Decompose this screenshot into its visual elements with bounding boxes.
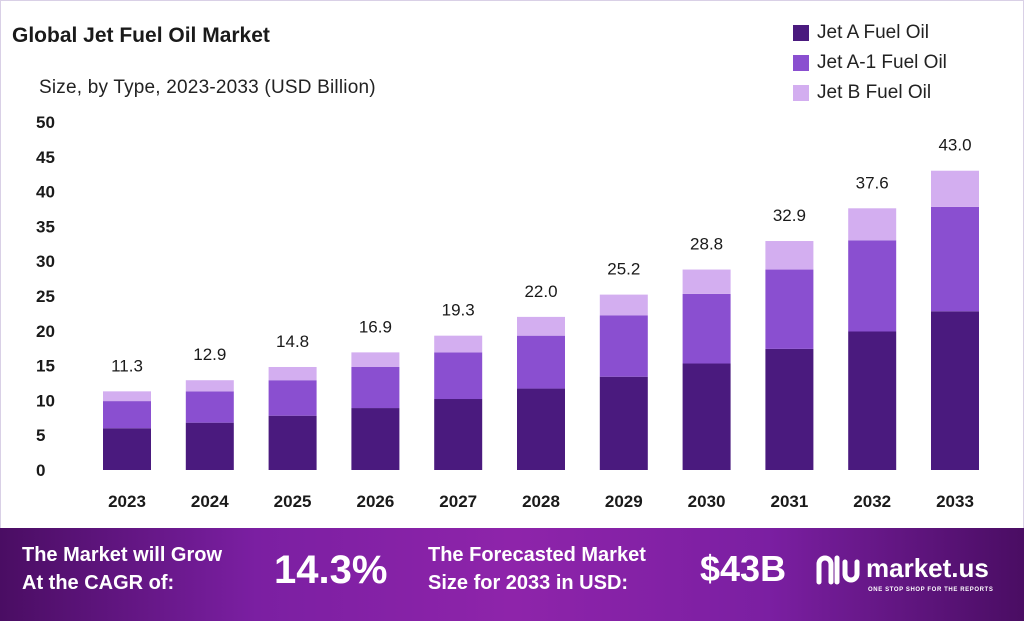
bar-segment xyxy=(103,428,151,470)
bar-segment xyxy=(682,293,731,364)
cagr-caption: The Market will Grow At the CAGR of: xyxy=(22,541,222,597)
y-tick-label: 5 xyxy=(36,426,45,445)
forecast-value: $43B xyxy=(700,548,787,589)
x-tick-label: 2028 xyxy=(522,492,560,511)
x-tick-label: 2030 xyxy=(688,492,726,511)
bar-segment xyxy=(268,380,317,416)
legend-swatch xyxy=(793,25,809,41)
bar-segment xyxy=(268,415,317,470)
bar-segment xyxy=(434,335,483,353)
bar-segment xyxy=(848,208,897,241)
x-tick-label: 2032 xyxy=(853,492,891,511)
bar-segment xyxy=(931,170,979,207)
y-tick-label: 15 xyxy=(36,357,55,376)
market-us-logo-icon xyxy=(816,555,860,585)
bar-segment xyxy=(351,408,400,470)
bar-total-label: 28.8 xyxy=(690,235,723,254)
chart-title: Global Jet Fuel Oil Market xyxy=(12,24,270,47)
x-tick-label: 2024 xyxy=(191,492,229,511)
cagr-value: 14.3% xyxy=(274,548,388,592)
legend-item-jet-a: Jet A Fuel Oil xyxy=(793,18,947,48)
y-tick-label: 30 xyxy=(36,252,55,271)
bar-segment xyxy=(599,376,648,470)
brand-tagline: ONE STOP SHOP FOR THE REPORTS xyxy=(868,587,994,593)
chart-subtitle: Size, by Type, 2023-2033 (USD Billion) xyxy=(39,77,376,98)
bar-segment xyxy=(517,388,565,470)
x-tick-label: 2023 xyxy=(108,492,146,511)
bar-total-label: 22.0 xyxy=(524,282,557,301)
bar-segment xyxy=(185,380,234,392)
legend-swatch xyxy=(793,85,809,101)
x-tick-label: 2026 xyxy=(356,492,394,511)
bar-segment xyxy=(185,422,234,470)
bar-segment xyxy=(434,352,483,400)
bar-total-label: 32.9 xyxy=(773,206,806,225)
bar-total-label: 12.9 xyxy=(193,345,226,364)
brand-name: market.us xyxy=(866,553,989,583)
x-tick-label: 2025 xyxy=(274,492,312,511)
x-tick-label: 2033 xyxy=(936,492,974,511)
forecast-caption-line1: The Forecasted Market xyxy=(428,544,646,566)
bar-segment xyxy=(517,316,565,336)
y-tick-label: 50 xyxy=(36,113,55,132)
y-tick-label: 0 xyxy=(36,461,45,480)
cagr-caption-line1: The Market will Grow xyxy=(22,544,223,566)
bar-segment xyxy=(765,269,814,349)
bar-segment xyxy=(848,240,897,332)
bar-segment xyxy=(599,315,648,377)
y-tick-label: 20 xyxy=(36,322,55,341)
bar-total-label: 14.8 xyxy=(276,332,309,351)
forecast-caption-line2: Size for 2033 in USD: xyxy=(428,572,629,594)
bar-total-label: 11.3 xyxy=(111,356,143,375)
x-tick-label: 2027 xyxy=(439,492,477,511)
x-tick-label: 2029 xyxy=(605,492,643,511)
bar-total-label: 19.3 xyxy=(442,301,475,320)
bar-segment xyxy=(351,366,400,409)
bar-segment xyxy=(931,311,979,470)
bar-segment xyxy=(848,331,897,470)
legend-label: Jet A-1 Fuel Oil xyxy=(817,52,947,73)
bar-segment xyxy=(931,206,979,312)
legend: Jet A Fuel Oil Jet A-1 Fuel Oil Jet B Fu… xyxy=(793,18,947,108)
bar-segment xyxy=(185,391,234,423)
x-tick-label: 2031 xyxy=(770,492,808,511)
bar-total-label: 25.2 xyxy=(607,260,640,279)
legend-label: Jet B Fuel Oil xyxy=(817,82,932,103)
legend-item-jet-a1: Jet A-1 Fuel Oil xyxy=(793,48,947,78)
bar-total-label: 16.9 xyxy=(359,317,392,336)
bar-segment xyxy=(765,241,814,270)
y-tick-label: 45 xyxy=(36,148,55,167)
legend-swatch xyxy=(793,55,809,71)
bar-segment xyxy=(682,269,731,294)
bar-segment xyxy=(103,391,151,402)
legend-label: Jet A Fuel Oil xyxy=(817,22,929,43)
bar-segment xyxy=(268,366,317,381)
bar-segment xyxy=(351,352,400,367)
cagr-caption-line2: At the CAGR of: xyxy=(22,572,175,594)
bar-segment xyxy=(765,348,814,470)
bar-segment xyxy=(599,294,648,316)
stacked-bar-chart: 0510152025303540455011.3202312.9202414.8… xyxy=(36,113,979,511)
y-tick-label: 35 xyxy=(36,217,55,236)
bar-segment xyxy=(517,335,565,389)
y-tick-label: 40 xyxy=(36,183,55,202)
bar-total-label: 43.0 xyxy=(938,136,971,155)
summary-banner: The Market will Grow At the CAGR of: 14.… xyxy=(0,528,1024,621)
forecast-caption: The Forecasted Market Size for 2033 in U… xyxy=(428,541,646,597)
y-tick-label: 10 xyxy=(36,391,55,410)
bar-total-label: 37.6 xyxy=(856,173,889,192)
legend-item-jet-b: Jet B Fuel Oil xyxy=(793,78,947,108)
bar-segment xyxy=(103,401,151,429)
y-tick-label: 25 xyxy=(36,287,55,306)
bar-segment xyxy=(682,363,731,470)
bar-segment xyxy=(434,399,483,470)
